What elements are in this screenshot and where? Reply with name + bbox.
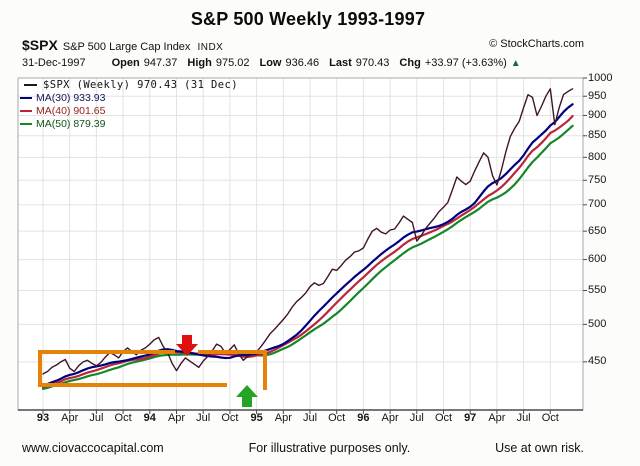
quote-row: 31-Dec-1997 Open 947.37 High 975.02 Low 936.46… [22,57,590,72]
y-axis-label: 1000 [588,71,613,84]
y-axis-label: 450 [588,355,607,368]
legend-row: $SPX (Weekly) 970.43 (31 Dec) [20,79,238,91]
x-axis-label: Apr [274,412,292,424]
y-axis-label: 900 [588,108,607,121]
y-axis-label: 650 [588,224,607,237]
legend-dash-icon [24,84,37,86]
page-title: S&P 500 Weekly 1993-1997 [190,9,426,29]
legend-dash-icon [20,110,32,112]
x-axis-label: 96 [357,412,370,424]
x-axis-label: Oct [541,412,559,424]
x-axis-label: Jul [89,412,104,424]
last-label: Last [329,57,352,69]
open-label: Open [111,57,140,69]
x-axis-label: 93 [36,412,50,424]
y-axis-label: 800 [588,150,607,163]
x-axis-label: 97 [464,412,477,424]
symbol-row: $SPX S&P 500 Large Cap Index INDX © StockC… [22,37,584,53]
high-value: 975.02 [215,57,250,69]
x-axis-label: Jul [302,412,318,424]
x-axis-label: Oct [114,412,132,424]
y-axis-label: 600 [588,253,607,266]
last-value: 970.43 [355,57,390,69]
x-axis-label: Jul [516,412,531,424]
high-label: High [187,57,212,69]
footer-disclaimer: For illustrative purposes only. [248,441,411,455]
legend-label: MA(50) 879.39 [36,117,106,130]
footer-site-url: www.ciovaccocapital.com [22,441,164,455]
exchange-label: INDX [197,42,224,53]
chg-value: +33.97 (+3.63%) [424,57,507,69]
x-axis-label: 94 [143,412,156,424]
legend-dash-icon [20,123,32,125]
x-axis-label: Apr [167,412,186,424]
x-axis-label: Apr [61,412,79,424]
x-axis-label: Oct [434,412,453,424]
up-triangle-icon: ▲ [510,58,521,69]
symbol-name: S&P 500 Large Cap Index [62,41,191,53]
y-axis-label: 700 [588,198,607,211]
x-axis-label: Oct [328,412,346,424]
chg-label: Chg [399,57,421,69]
legend-row: MA(50) 879.39 [20,118,238,130]
open-value: 947.37 [143,57,178,69]
y-axis-label: 750 [588,173,607,186]
x-axis-label: Apr [488,412,506,424]
legend-row: MA(30) 933.93 [20,92,238,104]
green-up-arrow-annotation [236,385,258,407]
red-down-arrow-annotation [176,335,198,356]
x-axis-label: 95 [250,412,263,424]
x-axis-label: Jul [196,412,211,424]
footer-risk-note: Use at own risk. [495,441,584,455]
y-axis-label: 850 [588,129,607,142]
y-axis-label: 500 [588,317,607,330]
x-axis-label: Jul [409,412,424,424]
y-axis-label: 950 [588,89,607,102]
legend-row: MA(40) 901.65 [20,105,238,117]
copyright: © StockCharts.com [489,38,584,50]
legend-label: $SPX (Weekly) 970.43 (31 Dec) [43,78,238,91]
legend-label: MA(30) 933.93 [36,91,106,104]
x-axis-label: Oct [221,412,239,424]
x-axis-label: Apr [381,412,399,424]
footer-row: www.ciovaccocapital.com For illustrative… [22,441,584,455]
quote-date: 31-Dec-1997 [22,57,86,69]
low-label: Low [259,57,282,69]
chart-legend: $SPX (Weekly) 970.43 (31 Dec) MA(30) 933.… [20,79,238,131]
y-axis-label: 550 [588,284,607,297]
legend-dash-icon [20,97,32,99]
ticker-symbol: $SPX [22,37,58,53]
legend-label: MA(40) 901.65 [36,104,106,117]
low-value: 936.46 [285,57,320,69]
